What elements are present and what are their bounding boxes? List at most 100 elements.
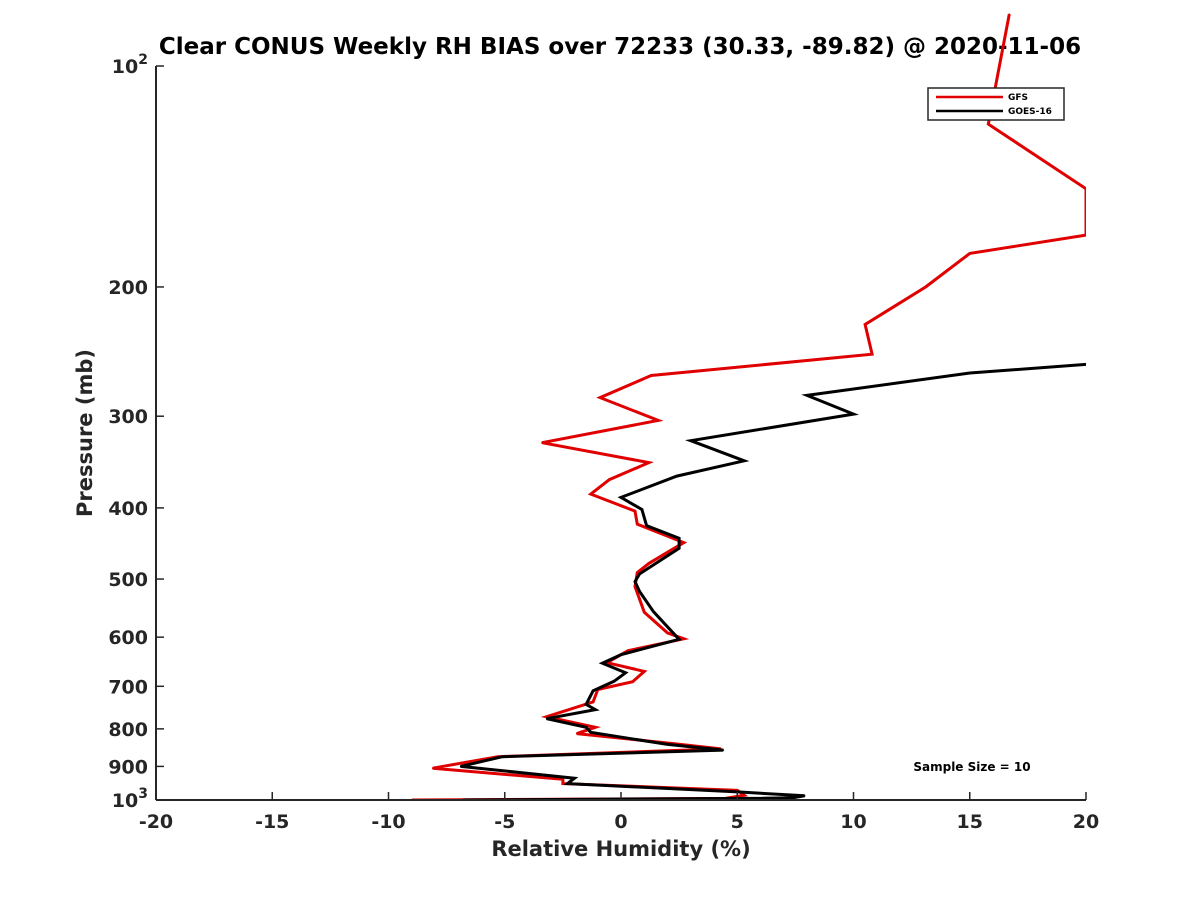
y-tick-label: 102	[112, 52, 148, 78]
y-tick-base: 10	[112, 56, 138, 78]
data-point-gfs	[666, 632, 669, 634]
data-point-gfs	[987, 123, 990, 125]
data-point-goes-16	[594, 708, 597, 711]
data-point-gfs	[683, 541, 685, 544]
x-tick-label: -10	[371, 811, 405, 833]
data-point-goes-16	[678, 547, 680, 550]
data-point-goes-16	[792, 797, 794, 799]
data-point-gfs	[431, 767, 434, 769]
data-point-goes-16	[641, 508, 643, 511]
data-point-goes-16	[743, 460, 745, 462]
data-point-goes-16	[969, 372, 971, 374]
data-point-goes-16	[852, 413, 855, 415]
data-point-gfs	[683, 638, 685, 640]
data-point-gfs	[871, 353, 873, 356]
data-point-goes-16	[676, 475, 678, 477]
legend: GFS GOES-16	[927, 87, 1065, 121]
y-tick-label: 400	[108, 498, 148, 520]
data-point-goes-16	[1085, 363, 1086, 366]
data-point-gfs	[657, 419, 659, 422]
data-point-goes-16	[601, 662, 604, 664]
data-point-gfs	[643, 670, 646, 673]
data-point-gfs	[594, 726, 597, 729]
data-point-goes-16	[620, 653, 622, 656]
x-tick-label: 15	[957, 811, 983, 833]
data-point-gfs	[650, 374, 652, 377]
y-tick-base: 10	[112, 790, 138, 812]
data-point-gfs	[634, 510, 636, 512]
data-point-gfs	[608, 478, 611, 481]
y-tick-label: 700	[108, 676, 148, 698]
data-point-gfs	[969, 252, 971, 255]
y-tick-exponent: 3	[138, 786, 148, 802]
data-point-gfs	[864, 323, 866, 326]
data-point-gfs	[743, 794, 745, 796]
y-tick-exponent: 2	[138, 52, 148, 68]
x-tick-label: 20	[1073, 811, 1099, 833]
data-point-goes-16	[678, 638, 680, 641]
y-tick-label: 300	[108, 406, 148, 428]
data-point-goes-16	[545, 717, 548, 720]
x-tick-label: -20	[139, 811, 173, 833]
x-tick-label: 10	[840, 811, 866, 833]
data-point-goes-16	[652, 610, 655, 613]
data-point-goes-16	[566, 782, 569, 785]
y-tick-label: 500	[108, 569, 148, 591]
data-point-gfs	[636, 571, 639, 574]
data-point-goes-16	[748, 797, 750, 800]
data-point-gfs	[576, 732, 578, 735]
y-tick-label: 103	[112, 786, 148, 812]
legend-gfs-label: GFS	[1008, 93, 1028, 103]
data-point-goes-16	[585, 726, 587, 729]
data-point-gfs	[643, 611, 646, 614]
x-ticks: -20 -15 -10 -5 0 5 10 15 20	[139, 792, 1099, 833]
plot-axes	[155, 66, 1086, 801]
data-point-goes-16	[585, 703, 587, 706]
data-point-goes-16	[722, 749, 725, 751]
data-point-gfs	[562, 778, 564, 781]
legend-goes-label: GOES-16	[1008, 107, 1052, 117]
data-point-gfs	[592, 701, 594, 703]
data-point-goes-16	[592, 690, 594, 692]
data-point-gfs	[1085, 188, 1086, 190]
series-line-gfs	[411, 13, 1086, 801]
series-line-goes-16	[460, 362, 1086, 801]
data-point-goes-16	[613, 680, 615, 683]
data-point-goes-16	[459, 765, 462, 768]
legend-box	[927, 87, 1065, 121]
x-tick-label: 5	[731, 811, 744, 833]
data-point-goes-16	[634, 580, 636, 583]
data-point-goes-16	[666, 743, 669, 746]
y-tick-label: 900	[108, 756, 148, 778]
data-point-goes-16	[638, 590, 641, 593]
y-tick-label: 800	[108, 719, 148, 741]
chart-title: Clear CONUS Weekly RH BIAS over 72233 (3…	[159, 34, 1081, 60]
sample-size-note: Sample Size = 10	[913, 760, 1030, 774]
data-point-gfs	[562, 782, 564, 785]
data-point-goes-16	[671, 631, 673, 633]
data-point-gfs	[636, 523, 639, 525]
y-tick-label: 600	[108, 627, 148, 649]
data-point-goes-16	[690, 439, 692, 442]
data-point-goes-16	[678, 537, 680, 540]
data-point-goes-16	[638, 573, 641, 575]
x-axis-label: Relative Humidity (%)	[491, 837, 750, 861]
y-tick-label: 200	[108, 277, 148, 299]
data-point-gfs	[631, 680, 634, 683]
data-point-goes-16	[806, 394, 808, 397]
y-axis-label: Pressure (mb)	[73, 349, 97, 517]
x-tick-label: -15	[255, 811, 289, 833]
data-point-gfs	[634, 585, 636, 588]
data-point-goes-16	[620, 496, 622, 499]
data-point-goes-16	[573, 777, 576, 779]
data-point-goes-16	[624, 672, 627, 674]
data-point-goes-16	[803, 795, 806, 797]
x-tick-label: -5	[494, 811, 515, 833]
data-point-gfs	[1085, 234, 1086, 236]
data-point-gfs	[648, 562, 650, 565]
x-tick-label: 0	[614, 811, 627, 833]
data-point-gfs	[599, 396, 601, 399]
data-point-goes-16	[645, 524, 648, 527]
